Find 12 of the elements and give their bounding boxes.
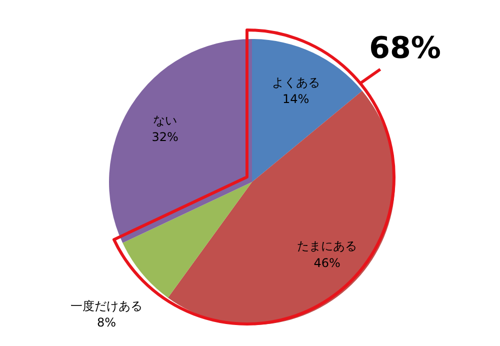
slice-label: よくある <box>272 75 320 90</box>
pie-slice <box>109 39 252 243</box>
pie-slice <box>122 182 252 298</box>
slice-label: たまにある <box>297 239 358 254</box>
data-label: 32% <box>152 130 178 144</box>
data-label: 8% <box>97 316 116 330</box>
pie-slice <box>252 39 362 182</box>
text: 68% <box>369 31 441 66</box>
data-label: 46% <box>314 256 340 270</box>
slice-label: ない <box>153 113 178 128</box>
data-label: 14% <box>282 92 310 106</box>
slice-label: 一度だけある <box>70 298 143 313</box>
